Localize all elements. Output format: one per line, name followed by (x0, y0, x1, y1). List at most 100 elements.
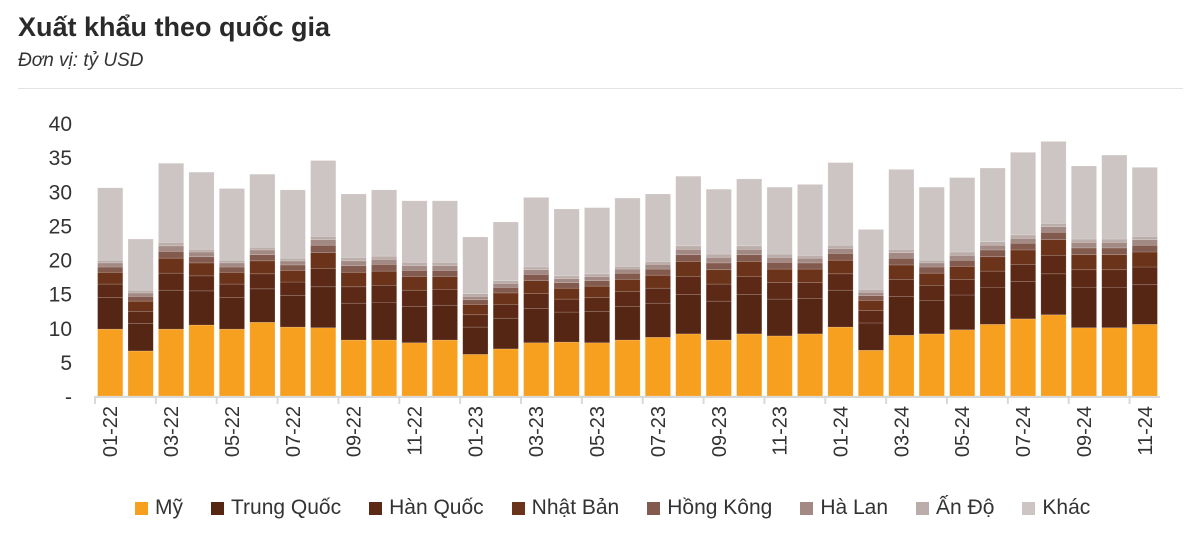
bar-segment-trung-quốc-04-22 (188, 290, 215, 326)
bar-segment-nhật-bản-12-22 (432, 276, 458, 290)
bar-segment-ấn-độ-03-22 (158, 242, 184, 247)
x-tick-label: 07-22 (283, 406, 305, 457)
bar-segment-hồng-kông-06-22 (249, 254, 276, 262)
bar-segment-mỹ-03-23 (523, 342, 550, 397)
bar-segment-mỹ-03-24 (888, 334, 915, 397)
legend-swatch (135, 501, 148, 515)
bar-segment-khác-01-23 (462, 236, 489, 294)
bar-segment-khác-02-24 (858, 229, 884, 290)
bar-segment-hàn-quốc-08-23 (675, 276, 702, 295)
bar-segment-nhật-bản-01-24 (827, 259, 854, 275)
bar-segment-nhật-bản-11-23 (766, 268, 793, 284)
bar-segment-trung-quốc-11-22 (401, 306, 428, 344)
legend-item: Nhật Bản (511, 496, 619, 520)
bar-segment-hà-lan-09-22 (340, 260, 367, 266)
bar-segment-khác-04-23 (553, 208, 580, 277)
bar-segment-mỹ-02-22 (127, 350, 154, 397)
bar-segment-trung-quốc-03-22 (158, 289, 184, 330)
bar-segment-khác-11-24 (1131, 167, 1158, 237)
x-tick-label: 01-22 (100, 406, 122, 457)
bar-segment-ấn-độ-01-23 (462, 293, 489, 297)
bar-segment-hồng-kông-06-23 (614, 272, 641, 280)
bar-segment-hồng-kông-01-24 (827, 253, 854, 261)
bar-segment-hà-lan-05-23 (584, 276, 610, 281)
bar-segment-mỹ-04-23 (553, 341, 580, 397)
x-tick-label: 01-24 (831, 406, 853, 457)
y-tick-label: 10 (49, 318, 72, 341)
bar-segment-mỹ-08-23 (675, 333, 702, 397)
bar-segment-mỹ-05-22 (219, 328, 245, 397)
bar-segment-hàn-quốc-01-23 (462, 314, 489, 328)
bar-segment-trung-quốc-06-23 (614, 306, 641, 341)
bar-segment-mỹ-09-24 (1071, 327, 1097, 397)
bar-segment-nhật-bản-02-22 (127, 300, 154, 312)
bar-segment-trung-quốc-04-24 (918, 300, 945, 335)
bar-segment-khác-03-23 (523, 197, 550, 268)
bar-segment-hàn-quốc-04-24 (918, 285, 945, 301)
bar-segment-ấn-độ-08-23 (675, 245, 702, 250)
bar-segment-hàn-quốc-10-24 (1101, 269, 1128, 288)
bar-segment-hà-lan-10-23 (736, 248, 763, 256)
bar-segment-ấn-độ-04-24 (918, 259, 945, 264)
bar-segment-ấn-độ-10-22 (371, 255, 397, 260)
x-tick-label: 11-22 (405, 406, 427, 456)
bar-segment-hàn-quốc-12-23 (797, 282, 823, 299)
bar-segment-mỹ-10-23 (736, 333, 763, 397)
bar-segment-hà-lan-08-24 (1040, 226, 1067, 233)
bar-segment-hồng-kông-11-23 (766, 261, 793, 270)
bar-segment-mỹ-06-22 (249, 321, 276, 397)
bar-segment-hồng-kông-12-22 (432, 270, 458, 277)
bar-segment-hà-lan-07-23 (645, 263, 671, 270)
bar-segment-nhật-bản-12-23 (797, 268, 823, 284)
bar-segment-khác-12-23 (797, 184, 823, 256)
x-tick-label: 01-23 (465, 406, 487, 457)
bar-segment-hồng-kông-04-24 (918, 266, 945, 274)
bar-segment-hồng-kông-05-24 (949, 259, 976, 267)
bar-segment-hồng-kông-09-24 (1071, 247, 1097, 256)
bar-segment-hồng-kông-07-24 (1010, 242, 1036, 251)
bar-segment-ấn-độ-04-22 (188, 248, 215, 253)
legend-swatch (211, 501, 224, 515)
bar-segment-ấn-độ-03-23 (523, 266, 550, 271)
bar-segment-hà-lan-07-22 (279, 260, 306, 266)
legend-label: Ấn Độ (936, 496, 995, 519)
bar-segment-ấn-độ-06-22 (249, 246, 276, 251)
bar-segment-khác-01-22 (97, 187, 124, 261)
bar-segment-hà-lan-04-24 (918, 262, 945, 268)
bar-segment-ấn-độ-10-23 (736, 245, 763, 250)
bar-segment-hồng-kông-03-22 (158, 251, 184, 259)
bar-segment-khác-11-23 (766, 186, 793, 255)
bar-segment-trung-quốc-04-23 (553, 311, 580, 343)
bar-segment-trung-quốc-05-24 (949, 294, 976, 331)
bar-segment-ấn-độ-01-24 (827, 244, 854, 249)
bar-segment-nhật-bản-06-24 (979, 256, 1006, 272)
bar-segment-ấn-độ-07-23 (645, 261, 671, 265)
y-tick-label: 30 (49, 181, 72, 204)
bar-segment-trung-quốc-01-23 (462, 326, 489, 355)
bar-segment-hà-lan-02-22 (127, 292, 154, 297)
bar-segment-hàn-quốc-11-23 (766, 282, 793, 300)
bar-segment-hà-lan-01-23 (462, 296, 489, 301)
x-tick-label: 07-24 (1013, 406, 1035, 457)
bar-segment-ấn-độ-09-22 (340, 257, 367, 262)
legend-item: Hàn Quốc (369, 496, 484, 520)
bar-segment-hồng-kông-03-24 (888, 257, 915, 266)
bar-segment-trung-quốc-02-24 (858, 322, 884, 351)
bar-segment-ấn-độ-06-24 (979, 241, 1006, 246)
bar-segment-ấn-độ-07-24 (1010, 234, 1036, 239)
bar-segment-ấn-độ-09-24 (1071, 238, 1097, 243)
legend-label: Hà Lan (820, 496, 889, 519)
bar-segment-khác-12-22 (432, 200, 458, 263)
legend-swatch (647, 501, 661, 515)
bar-segment-ấn-độ-08-22 (310, 235, 337, 241)
bar-segment-nhật-bản-11-24 (1131, 251, 1158, 268)
bar-segment-khác-04-24 (918, 186, 945, 261)
bar-segment-trung-quốc-09-23 (705, 300, 732, 341)
legend-swatch (1022, 501, 1036, 515)
bar-segment-nhật-bản-09-24 (1071, 254, 1097, 271)
y-tick-label: 15 (49, 284, 72, 307)
bar-segment-mỹ-11-24 (1131, 324, 1158, 397)
bar-segment-nhật-bản-04-24 (918, 272, 945, 286)
bar-segment-hà-lan-06-24 (979, 244, 1006, 251)
bar-segment-mỹ-06-23 (614, 339, 641, 397)
